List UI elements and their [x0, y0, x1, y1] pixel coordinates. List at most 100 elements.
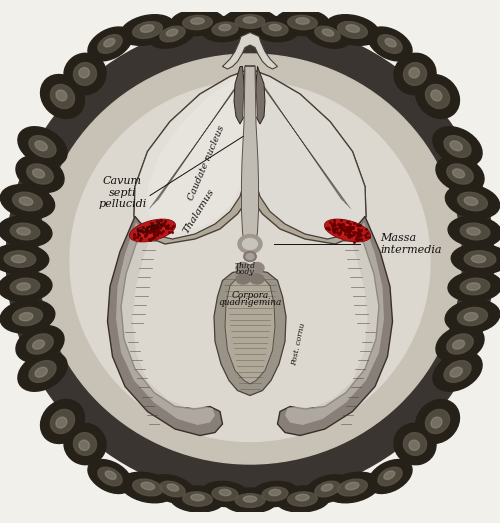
Ellipse shape [269, 25, 281, 31]
Ellipse shape [40, 400, 84, 444]
Ellipse shape [394, 423, 436, 465]
Ellipse shape [27, 164, 53, 184]
Ellipse shape [88, 460, 132, 494]
Text: quadrigemina: quadrigemina [218, 298, 282, 307]
Ellipse shape [338, 21, 368, 38]
Ellipse shape [56, 90, 67, 101]
Ellipse shape [18, 352, 67, 391]
Ellipse shape [378, 35, 402, 53]
Ellipse shape [416, 75, 460, 118]
Ellipse shape [35, 367, 48, 377]
Ellipse shape [191, 494, 204, 501]
Ellipse shape [433, 127, 482, 166]
Ellipse shape [460, 278, 490, 295]
PathPatch shape [255, 66, 265, 124]
Ellipse shape [39, 54, 461, 464]
PathPatch shape [222, 32, 278, 69]
Ellipse shape [394, 53, 436, 95]
Ellipse shape [236, 263, 250, 274]
Ellipse shape [446, 185, 500, 219]
PathPatch shape [242, 65, 258, 122]
Ellipse shape [132, 21, 162, 38]
Ellipse shape [252, 481, 298, 507]
Ellipse shape [450, 141, 462, 151]
PathPatch shape [148, 69, 250, 233]
Ellipse shape [182, 15, 212, 30]
Text: Third: Third [234, 262, 256, 269]
Ellipse shape [322, 484, 333, 491]
Ellipse shape [448, 217, 500, 247]
Ellipse shape [105, 471, 116, 480]
Ellipse shape [262, 22, 288, 36]
Ellipse shape [12, 308, 42, 326]
Ellipse shape [12, 192, 42, 211]
PathPatch shape [134, 69, 366, 244]
Ellipse shape [160, 481, 185, 497]
PathPatch shape [250, 69, 366, 239]
PathPatch shape [214, 269, 286, 395]
Ellipse shape [460, 223, 490, 240]
Ellipse shape [104, 38, 115, 47]
Ellipse shape [166, 29, 178, 36]
Ellipse shape [10, 223, 40, 240]
Ellipse shape [243, 17, 257, 23]
Ellipse shape [246, 254, 254, 259]
Ellipse shape [219, 25, 231, 31]
Ellipse shape [276, 9, 330, 36]
Ellipse shape [458, 192, 488, 211]
Ellipse shape [64, 423, 106, 465]
Ellipse shape [56, 417, 67, 428]
Ellipse shape [29, 135, 56, 157]
Ellipse shape [385, 38, 396, 47]
Ellipse shape [138, 223, 168, 238]
Ellipse shape [70, 82, 430, 441]
Ellipse shape [452, 244, 500, 274]
PathPatch shape [234, 66, 245, 124]
Ellipse shape [19, 313, 33, 321]
Ellipse shape [0, 271, 52, 302]
Ellipse shape [384, 471, 395, 480]
Ellipse shape [6, 20, 494, 498]
Ellipse shape [447, 334, 473, 354]
Ellipse shape [0, 244, 48, 274]
Ellipse shape [444, 135, 471, 157]
Ellipse shape [12, 255, 26, 263]
Ellipse shape [32, 169, 44, 178]
Ellipse shape [238, 234, 262, 254]
Ellipse shape [346, 25, 360, 32]
Text: Corpora: Corpora [232, 291, 268, 300]
Ellipse shape [426, 410, 450, 434]
Ellipse shape [17, 283, 30, 290]
Ellipse shape [16, 326, 64, 362]
Ellipse shape [170, 9, 224, 36]
Ellipse shape [467, 228, 480, 235]
PathPatch shape [278, 217, 392, 436]
PathPatch shape [134, 69, 250, 239]
Ellipse shape [433, 352, 482, 391]
Ellipse shape [17, 228, 30, 235]
PathPatch shape [285, 222, 384, 425]
Ellipse shape [120, 472, 174, 503]
Ellipse shape [244, 252, 256, 262]
Ellipse shape [445, 300, 500, 333]
Ellipse shape [29, 361, 56, 382]
Ellipse shape [236, 274, 250, 284]
Ellipse shape [140, 25, 154, 32]
Ellipse shape [243, 496, 257, 502]
Ellipse shape [332, 223, 362, 238]
Ellipse shape [74, 63, 96, 85]
Ellipse shape [242, 238, 258, 249]
Ellipse shape [10, 278, 40, 295]
Ellipse shape [132, 479, 162, 496]
Ellipse shape [150, 475, 196, 503]
Ellipse shape [326, 472, 380, 503]
Ellipse shape [452, 340, 464, 349]
Ellipse shape [20, 197, 33, 206]
Ellipse shape [448, 271, 500, 302]
Ellipse shape [472, 255, 486, 263]
Ellipse shape [322, 29, 334, 36]
Ellipse shape [32, 340, 44, 349]
PathPatch shape [242, 66, 258, 257]
Ellipse shape [252, 16, 298, 42]
Ellipse shape [436, 326, 484, 362]
